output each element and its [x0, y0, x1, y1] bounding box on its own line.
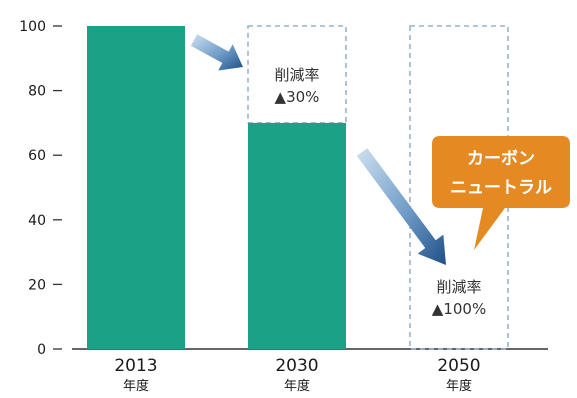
arrow-2030-to-2050: [356, 148, 446, 265]
reduction-label-2030: 削減率: [274, 66, 319, 84]
x-tick-unit: 年度: [446, 378, 472, 394]
x-tick-unit: 年度: [284, 378, 310, 394]
y-tick-label: 100: [19, 19, 46, 35]
reduction-label-2050: 削減率: [436, 278, 481, 296]
bar-2030: [248, 122, 346, 350]
reduction-value-2030: ▲30%: [275, 88, 320, 106]
reduction-annotations: 削減率 ▲30% 削減率 ▲100%: [274, 66, 486, 318]
y-tick-label: 40: [28, 213, 46, 229]
callout-line-1: カーボン: [467, 149, 535, 169]
x-tick-unit: 年度: [123, 378, 149, 394]
y-tick-label: 0: [37, 342, 46, 358]
bar-2013: [87, 26, 185, 349]
carbon-neutral-callout: カーボン ニュートラル: [432, 136, 570, 250]
x-tick-label-2050: 2050: [437, 356, 480, 376]
bars: [87, 26, 346, 350]
reference-outline-2050: [409, 25, 509, 350]
callout-bubble: [432, 136, 570, 250]
y-tick-label: 20: [28, 277, 46, 293]
reduction-value-2050: ▲100%: [432, 300, 486, 318]
callout-line-2: ニュートラル: [450, 178, 552, 198]
y-tick-label: 80: [28, 84, 46, 100]
x-axis-labels: 2013 年度 2030 年度 2050 年度: [114, 356, 480, 394]
x-tick-label-2030: 2030: [275, 356, 318, 376]
x-tick-label-2013: 2013: [114, 356, 157, 376]
arrow-2013-to-2030: [190, 34, 243, 71]
reduction-arrows: [190, 34, 446, 265]
y-tick-label: 60: [28, 148, 46, 164]
